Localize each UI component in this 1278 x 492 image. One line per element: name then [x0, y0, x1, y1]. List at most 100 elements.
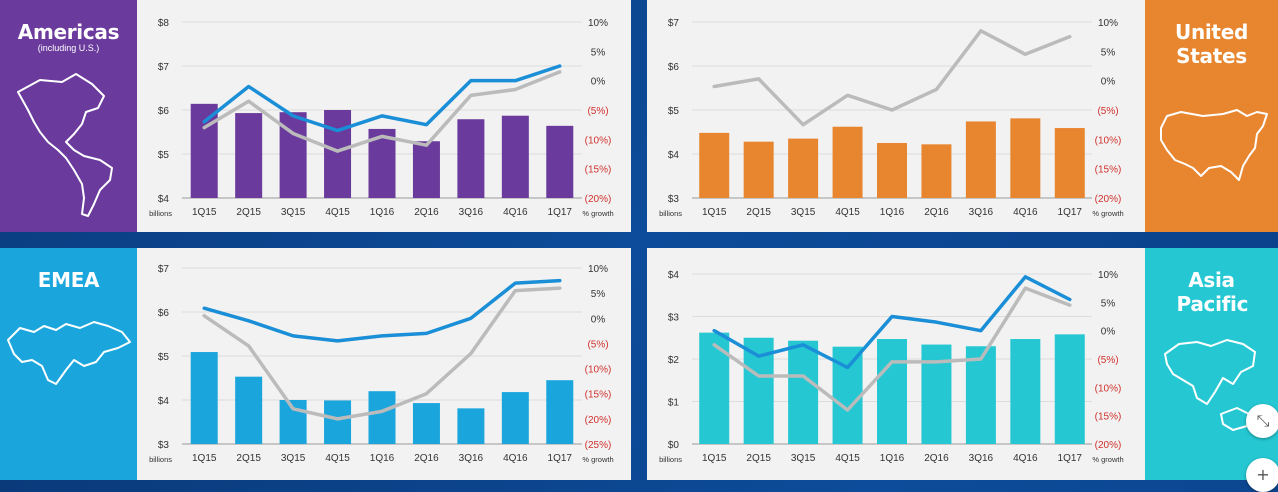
x-tick-label: 4Q16 [1013, 453, 1038, 464]
chart-emea: $3 $4 $5 $6 $7 billions 10% 5% 0% (5%) (10%) (15%) (… [149, 264, 614, 464]
x-tick-label: 1Q15 [192, 207, 217, 218]
americas-map-icon [17, 73, 113, 217]
y2-tick-label: 0% [591, 314, 606, 325]
y2-tick-label: 5% [591, 47, 606, 58]
y2-tick-label: 0% [1101, 327, 1116, 338]
x-tick-label: 1Q17 [548, 207, 573, 218]
x-tick-label: 1Q17 [548, 453, 573, 464]
x-tick-label: 4Q15 [835, 453, 860, 464]
x-tick-label: 3Q16 [459, 207, 484, 218]
x-tick-label: 4Q15 [325, 453, 350, 464]
y-tick-label: $5 [158, 150, 170, 161]
chart-panel-us: $3 $4 $5 $6 $7 billions 10% 5% 0% (5%) (10%) (15%) (… [647, 0, 1145, 232]
series-line-comparison [712, 286, 1072, 412]
bar [699, 132, 730, 198]
y-axis-unit: billions [149, 455, 172, 464]
region-title: Americas [17, 20, 120, 44]
bar [324, 400, 352, 444]
y2-tick-label: (5%) [1097, 355, 1118, 366]
x-tick-label: 2Q15 [746, 207, 771, 218]
x-tick-label: 3Q15 [281, 207, 306, 218]
bar [412, 403, 440, 444]
bar [190, 352, 218, 444]
y-axis-unit: billions [659, 209, 682, 218]
bar [965, 346, 996, 444]
y-tick-label: $2 [668, 355, 680, 366]
y2-tick-label: 0% [591, 77, 606, 88]
y2-tick-label: (15%) [585, 390, 612, 401]
x-tick-label: 4Q15 [835, 207, 860, 218]
x-tick-label: 1Q15 [702, 207, 727, 218]
x-tick-label: 2Q15 [746, 453, 771, 464]
x-tick-label: 2Q16 [924, 207, 949, 218]
bar [412, 141, 440, 198]
y2-tick-label: (15%) [585, 165, 612, 176]
chart-apac: $0 $1 $2 $3 $4 billions 10% 5% 0% (5%) (10%) (15%) (… [659, 270, 1124, 464]
x-tick-label: 1Q16 [880, 453, 905, 464]
y-tick-label: $4 [158, 194, 170, 205]
y2-tick-label: 10% [1098, 270, 1118, 281]
bar [501, 115, 529, 198]
x-tick-label: 4Q16 [503, 207, 528, 218]
chart-americas: $4 $5 $6 $7 $8 billions 10% 5% 0% (5%) (10%) (15%) (… [149, 18, 614, 218]
us-map-icon [1160, 109, 1268, 181]
series-line-comparison [202, 70, 562, 153]
y-tick-label: $5 [668, 106, 680, 117]
bar [788, 138, 819, 198]
bar [877, 143, 907, 198]
bar [965, 121, 996, 198]
series-line-growth [202, 64, 562, 133]
y2-tick-label: (10%) [1095, 383, 1122, 394]
x-tick-label: 4Q15 [325, 207, 350, 218]
y2-tick-label: (10%) [585, 135, 612, 146]
x-tick-label: 1Q17 [1058, 453, 1083, 464]
series-line-comparison [712, 29, 1072, 127]
bar [877, 339, 907, 444]
x-tick-label: 2Q16 [414, 453, 439, 464]
x-tick-label: 1Q16 [880, 207, 905, 218]
y2-tick-label: (10%) [1095, 135, 1122, 146]
x-tick-label: 3Q15 [791, 207, 816, 218]
bar [1010, 339, 1041, 444]
y-tick-label: $5 [158, 352, 170, 363]
y2-axis-unit: % growth [1092, 455, 1123, 464]
y2-tick-label: 5% [1101, 298, 1116, 309]
y2-axis-unit: % growth [582, 209, 613, 218]
chart-panel-emea: $3 $4 $5 $6 $7 billions 10% 5% 0% (5%) (10%) (15%) (… [137, 248, 631, 480]
x-tick-label: 1Q16 [370, 453, 395, 464]
y-tick-label: $6 [668, 62, 680, 73]
chart-panel-apac: $0 $1 $2 $3 $4 billions 10% 5% 0% (5%) (10%) (15%) (… [647, 248, 1145, 480]
y2-tick-label: (5%) [587, 339, 608, 350]
y2-tick-label: (5%) [587, 106, 608, 117]
region-tile-apac: Asia Pacific [1145, 248, 1278, 480]
bar [788, 340, 819, 444]
y2-tick-label: 10% [1098, 18, 1118, 29]
y-axis-unit: billions [149, 209, 172, 218]
series-line-growth [712, 275, 1072, 370]
x-tick-label: 1Q16 [370, 207, 395, 218]
bar [921, 144, 952, 198]
world-map-icon [7, 321, 131, 385]
x-tick-label: 3Q16 [969, 453, 994, 464]
bar [235, 113, 263, 198]
y-tick-label: $3 [158, 440, 170, 451]
x-tick-label: 1Q15 [192, 453, 217, 464]
region-title: EMEA [37, 268, 100, 292]
region-tile-us: United States [1145, 0, 1278, 232]
bar [1010, 118, 1041, 198]
x-tick-label: 1Q15 [702, 453, 727, 464]
x-tick-label: 2Q15 [236, 207, 261, 218]
y-tick-label: $4 [668, 150, 680, 161]
x-tick-label: 4Q16 [503, 453, 528, 464]
x-tick-label: 3Q16 [969, 207, 994, 218]
plus-icon[interactable]: + [1246, 458, 1278, 492]
chart-us: $3 $4 $5 $6 $7 billions 10% 5% 0% (5%) (10%) (15%) (… [659, 18, 1124, 218]
series-line-growth [202, 278, 562, 343]
series-line-comparison [202, 286, 562, 421]
y2-tick-label: (10%) [585, 365, 612, 376]
y2-tick-label: (20%) [585, 194, 612, 205]
bar [1054, 128, 1085, 198]
bar [324, 110, 352, 198]
compress-icon[interactable]: ⤡ [1246, 404, 1278, 438]
y2-tick-label: (20%) [1095, 194, 1122, 205]
